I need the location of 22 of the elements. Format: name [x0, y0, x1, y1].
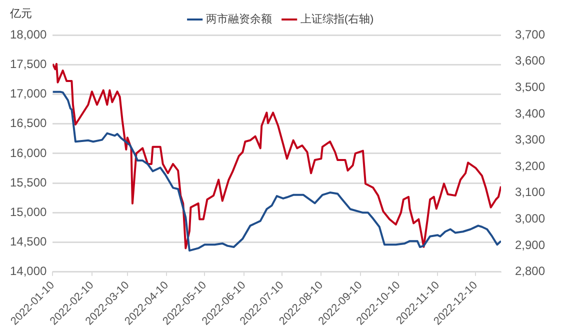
y2-tick-label: 3,600 [514, 54, 546, 68]
y2-tick-label: 3,200 [514, 158, 546, 173]
y2-tick-label: 3,000 [514, 212, 546, 226]
y2-tick-label: 2,900 [514, 238, 546, 252]
y-tick-label: 18,000 [10, 27, 48, 42]
y-tick-label: 17,500 [10, 56, 48, 71]
y-tick-label: 16,000 [10, 146, 48, 160]
y-tick-label: 15,000 [10, 204, 48, 219]
legend-label: 上证综指(右轴) [300, 12, 374, 26]
legend-label: 两市融资余额 [206, 12, 272, 26]
y-tick-label: 17,000 [10, 86, 48, 101]
y-tick-label: 15,500 [10, 175, 48, 190]
y-tick-label: 14,500 [10, 234, 48, 249]
y2-tick-label: 3,700 [514, 27, 546, 42]
y-tick-label: 14,000 [10, 264, 48, 278]
y2-tick-label: 3,400 [514, 106, 546, 120]
y2-tick-label: 3,100 [514, 185, 546, 200]
y-tick-label: 16,500 [10, 116, 48, 130]
y2-tick-label: 3,300 [514, 132, 546, 147]
y-axis-title: 亿元 [9, 8, 32, 20]
y2-tick-label: 2,800 [514, 264, 546, 278]
y2-tick-label: 3,500 [514, 80, 546, 94]
